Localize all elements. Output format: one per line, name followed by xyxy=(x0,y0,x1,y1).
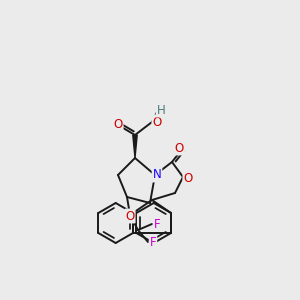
Text: F: F xyxy=(150,236,156,250)
Text: O: O xyxy=(152,116,162,128)
Polygon shape xyxy=(133,135,137,158)
Text: F: F xyxy=(154,218,160,230)
Text: H: H xyxy=(157,103,165,116)
Text: O: O xyxy=(183,172,193,184)
Text: O: O xyxy=(125,209,135,223)
Text: O: O xyxy=(113,118,123,130)
Text: O: O xyxy=(174,142,184,154)
Text: N: N xyxy=(153,169,161,182)
